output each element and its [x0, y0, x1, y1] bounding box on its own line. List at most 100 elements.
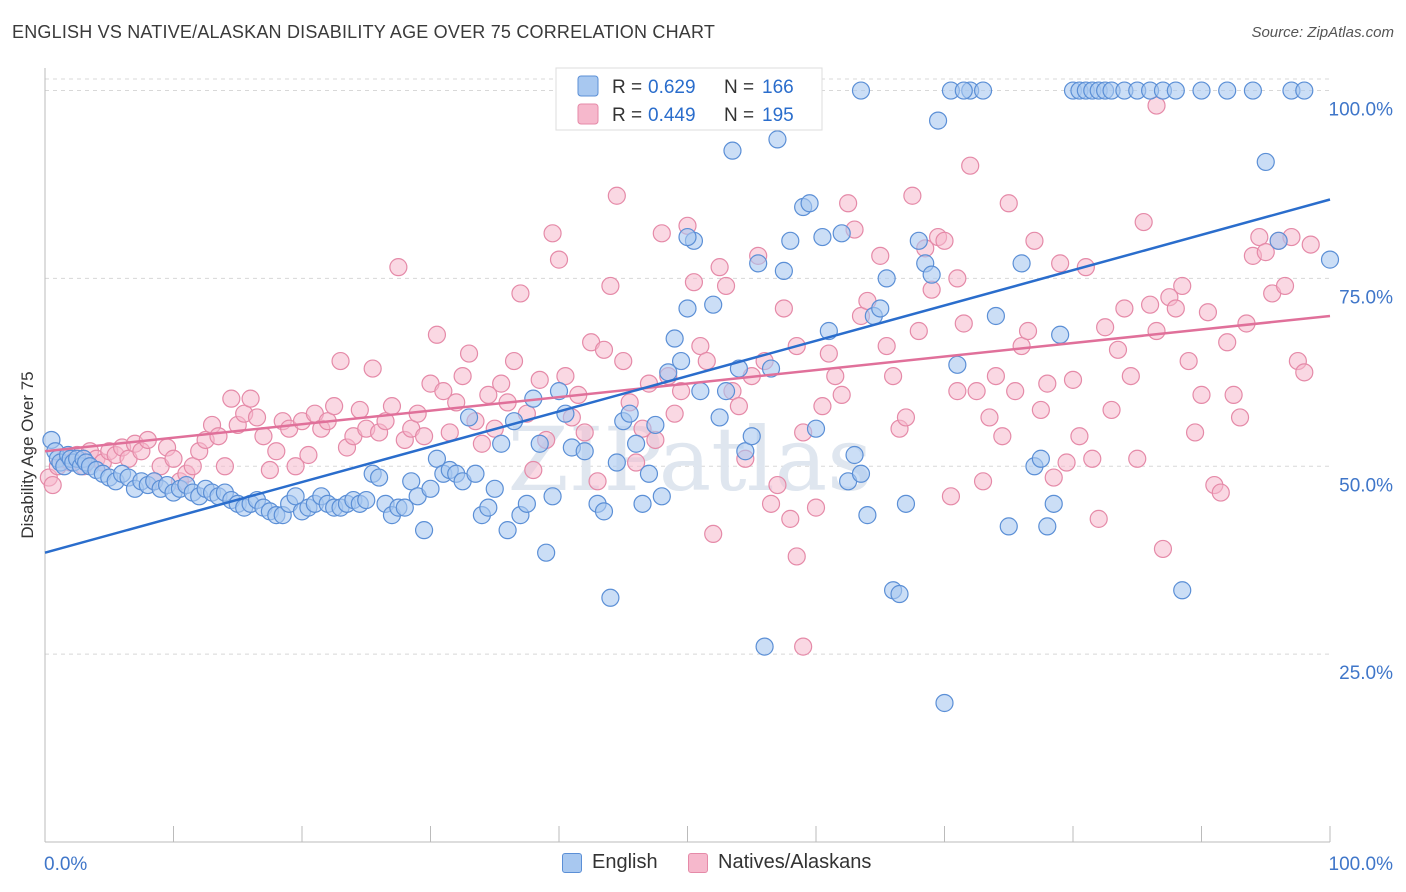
natives-point: [1211, 483, 1230, 502]
english-legend-label: English: [592, 851, 658, 873]
english-point: [806, 419, 826, 438]
english-point: [948, 355, 967, 374]
x-tick-label-start: 0.0%: [44, 854, 87, 875]
natives-point: [1153, 539, 1173, 559]
natives-point: [459, 344, 479, 363]
natives-point: [980, 408, 999, 427]
axes: [44, 68, 1331, 843]
natives-point: [1185, 423, 1205, 442]
english-point: [749, 254, 768, 273]
english-point: [402, 472, 421, 491]
english-point: [678, 299, 697, 318]
english-point: [466, 464, 485, 483]
english-point: [1295, 81, 1314, 100]
natives-point: [1128, 449, 1147, 468]
english-point: [723, 141, 742, 160]
y-tick-label: 50.0%: [1339, 475, 1393, 496]
natives-point: [440, 423, 459, 442]
natives-point: [1256, 243, 1275, 262]
natives-point: [511, 284, 530, 303]
natives-point: [774, 299, 793, 318]
english-point: [395, 498, 414, 517]
natives-point: [1012, 336, 1031, 356]
english-point: [851, 464, 871, 483]
english-point: [954, 81, 973, 100]
natives-point: [716, 276, 736, 296]
english-point: [1038, 517, 1057, 536]
english-point: [370, 468, 389, 487]
natives-point: [1173, 276, 1192, 296]
natives-point: [1031, 400, 1050, 420]
natives-point: [389, 258, 408, 277]
legend-bottom-english[interactable]: English: [562, 851, 658, 874]
english-point: [922, 265, 941, 284]
english-point: [485, 479, 504, 498]
english-point: [781, 231, 800, 250]
natives-point: [453, 366, 472, 386]
natives-point: [665, 404, 684, 423]
english-point: [851, 81, 871, 100]
natives-point: [903, 186, 922, 205]
english-point: [601, 588, 620, 607]
natives-point: [806, 498, 826, 517]
natives-point: [1295, 363, 1314, 382]
english-point: [537, 543, 556, 562]
legend-english-n-label: N =: [724, 77, 754, 98]
natives-point: [935, 231, 954, 250]
english-point: [414, 521, 434, 540]
natives-point: [1096, 318, 1115, 337]
natives-point: [350, 400, 369, 420]
english-point: [620, 404, 639, 423]
natives-point: [427, 325, 447, 344]
natives-point: [1051, 254, 1070, 273]
natives-point: [1218, 333, 1237, 352]
english-point: [678, 227, 697, 247]
english-point: [1166, 81, 1185, 100]
natives-point: [1102, 400, 1121, 420]
english-point: [813, 227, 832, 247]
natives-point: [601, 276, 620, 296]
natives-point: [607, 186, 626, 205]
natives-point: [588, 472, 607, 491]
english-point: [479, 498, 498, 517]
natives-point: [684, 273, 704, 292]
natives-point: [819, 344, 838, 363]
natives-point: [704, 524, 723, 544]
x-tick-label-end: 100.0%: [1329, 854, 1394, 875]
natives-trend-line: [44, 314, 1331, 453]
legend-english-r-value: 0.629: [648, 77, 696, 98]
natives-point: [826, 366, 845, 386]
natives-point: [1025, 231, 1044, 250]
english-point: [704, 295, 723, 314]
natives-point: [1179, 351, 1198, 371]
english-point: [858, 506, 877, 525]
natives-point: [247, 408, 267, 427]
natives-point: [948, 382, 967, 401]
natives-point: [813, 397, 832, 416]
english-point: [646, 415, 665, 435]
english-point: [890, 584, 909, 604]
tick-labels: 25.0% 50.0% 75.0% 100.0% 0.0% 100.0%: [44, 100, 1393, 875]
english-point: [671, 351, 691, 371]
english-point: [774, 261, 793, 280]
english-point: [421, 479, 440, 498]
natives-point: [986, 366, 1006, 386]
natives-point: [504, 351, 524, 371]
natives-point: [883, 366, 903, 386]
natives-point: [787, 547, 806, 566]
natives-point: [382, 397, 402, 416]
natives-point: [948, 269, 967, 288]
y-tick-label: 25.0%: [1339, 663, 1393, 684]
natives-point: [1121, 366, 1140, 386]
natives-point: [941, 487, 961, 506]
legend-bottom-natives[interactable]: Natives/Alaskans: [688, 851, 871, 874]
english-point: [652, 487, 671, 506]
legend-natives-n-value: 195: [762, 105, 794, 126]
natives-point: [434, 382, 453, 401]
natives-point: [729, 397, 749, 416]
english-point: [492, 434, 511, 453]
english-point: [909, 231, 928, 250]
english-point: [665, 329, 684, 348]
legend-natives-r-value: 0.449: [648, 105, 696, 126]
english-point: [498, 521, 517, 540]
